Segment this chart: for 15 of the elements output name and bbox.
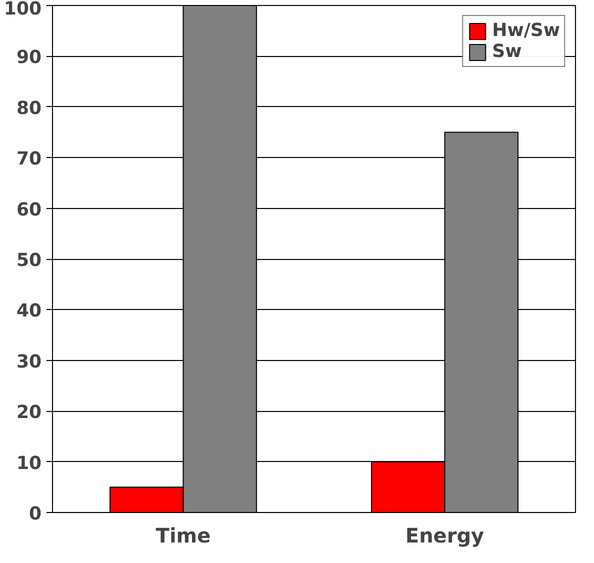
x-tick-label: Energy: [405, 524, 484, 548]
y-tick-label: 60: [16, 199, 42, 220]
y-tick-label: 90: [16, 47, 42, 68]
y-tick-label: 100: [4, 0, 42, 20]
y-tick-label: 0: [28, 504, 42, 524]
y-tick-label: 40: [16, 300, 42, 322]
y-tick-label: 70: [16, 148, 42, 170]
y-tick-label: 80: [16, 98, 42, 119]
legend-label: Sw: [492, 41, 522, 62]
y-tick-label: 30: [16, 351, 42, 372]
y-tick-label: 50: [16, 250, 42, 271]
x-tick-label: Time: [156, 524, 211, 548]
y-tick-label: 20: [16, 402, 42, 424]
legend-label: Hw/Sw: [492, 20, 560, 41]
y-tick-label: 10: [16, 452, 42, 474]
